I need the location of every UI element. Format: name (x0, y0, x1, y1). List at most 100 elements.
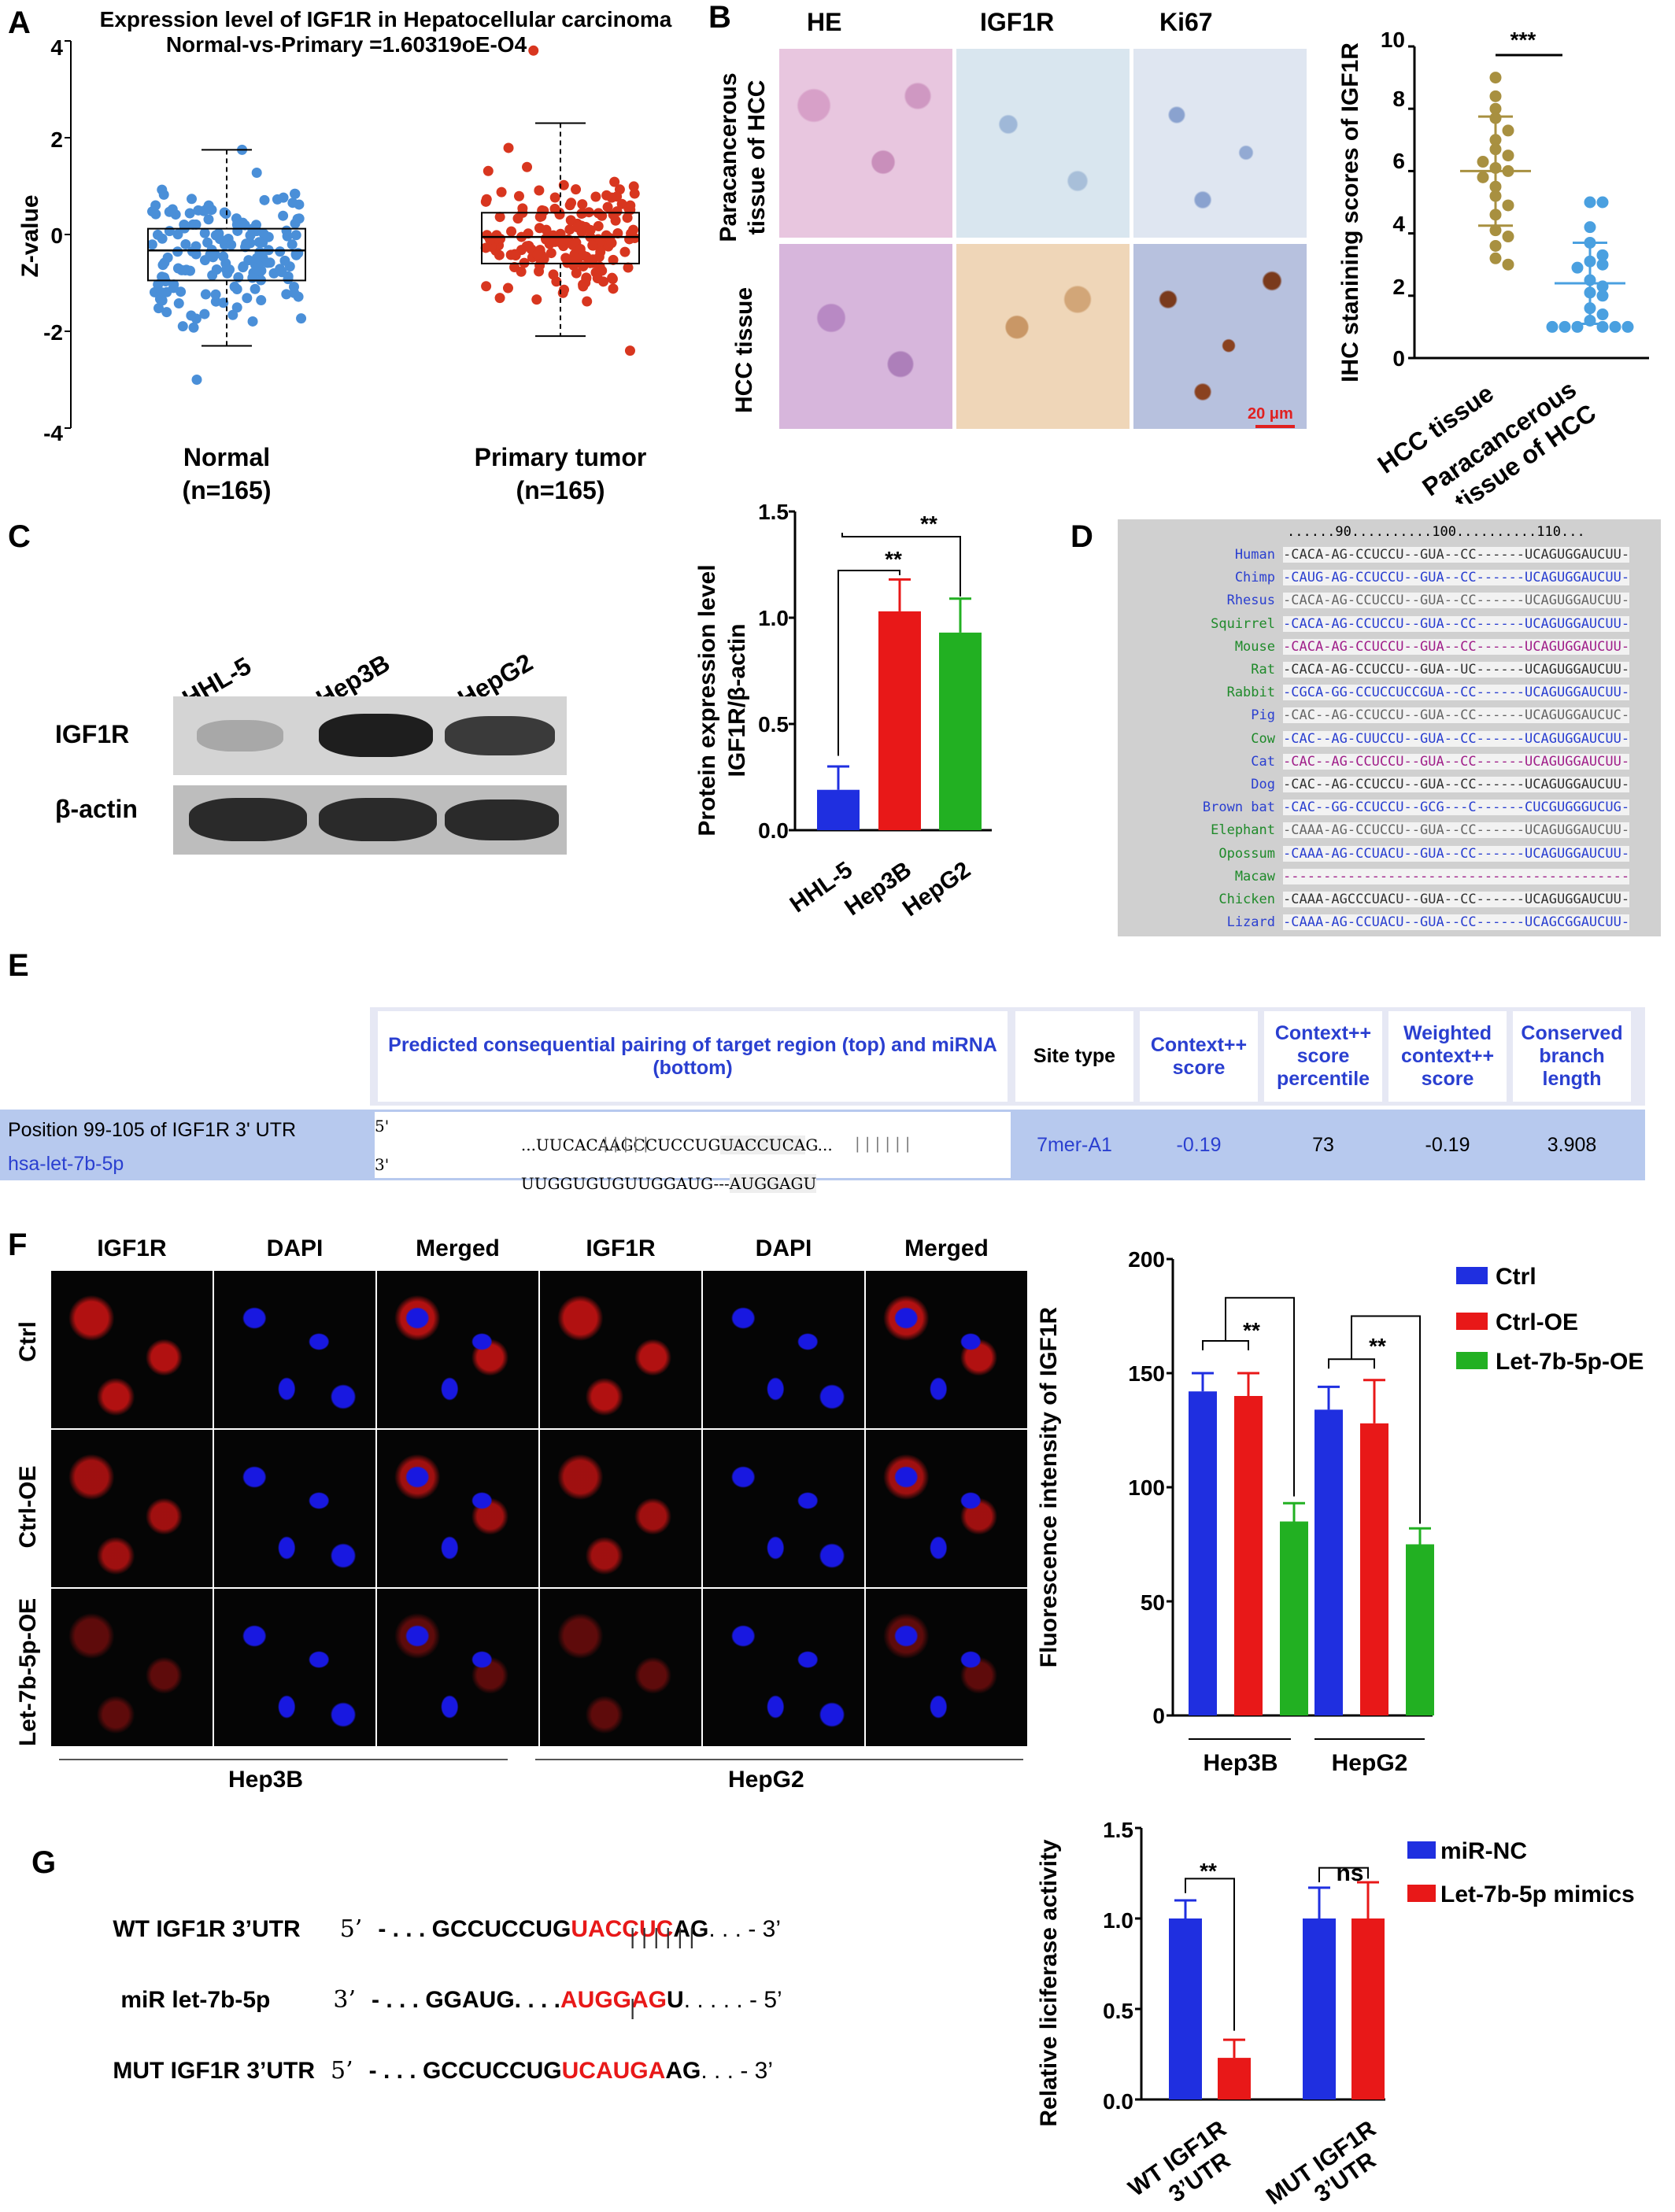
mut-end: . . . - 3’ (701, 2058, 773, 2084)
data-point (1571, 261, 1584, 274)
panel-letter-g: G (31, 1845, 57, 1880)
data-point (1609, 320, 1621, 333)
data-point (1621, 320, 1634, 333)
row-label-paracancerous-1: Paracancerous (715, 72, 741, 242)
if-column-header: DAPI (266, 1235, 324, 1261)
data-point (226, 239, 237, 250)
data-point (146, 239, 157, 250)
micrograph-ki67-paracancerous (1133, 49, 1307, 238)
data-point (1489, 72, 1502, 84)
if-image (866, 1589, 1027, 1746)
pairing-cell: 5' 3' ...UUCACAAGCCUCCUGUACCUCAG... ||||… (375, 1112, 1011, 1193)
if-column-header: IGF1R (586, 1235, 656, 1261)
data-point (601, 190, 612, 201)
header-site-type: Site type (1015, 1011, 1133, 1102)
panel-a: A Expression level of IGF1R in Hepatocel… (8, 6, 672, 504)
data-point (168, 279, 179, 290)
legend-swatch-ctrl-oe (1456, 1313, 1488, 1330)
data-point (1559, 320, 1571, 333)
data-point (157, 233, 168, 244)
band-label-igf1r: IGF1R (55, 720, 130, 748)
prime-5: 5' (375, 1117, 390, 1136)
panel-letter-f: F (8, 1228, 28, 1262)
y-tick: 0 (50, 223, 63, 248)
data-point (1489, 102, 1502, 115)
data-point (167, 204, 178, 215)
scale-bar (1255, 425, 1295, 428)
band-label-actin: β-actin (55, 795, 138, 823)
data-point (227, 309, 238, 320)
header-pairing: Predicted consequential pairing of targe… (378, 1011, 1008, 1102)
mut-seq-suffix: AG (665, 2058, 701, 2084)
y-tick: 6 (1392, 149, 1405, 173)
row-label-paracancerous-2: tissue of HCC (744, 80, 770, 235)
data-point (582, 296, 593, 307)
data-point (587, 240, 598, 251)
mi-seq-suffix: U (667, 1987, 684, 2013)
mut-seed: UCAUGA (561, 2058, 666, 2084)
species-sequence: -CACA-AG-CCUCCU--GUA--CC------UCAGUGGAUC… (1283, 547, 1630, 563)
cell-branch: 3.908 (1547, 1133, 1597, 1156)
data-point (559, 284, 570, 295)
if-image (214, 1271, 375, 1428)
legend-swatch-mir-nc (1407, 1841, 1436, 1859)
data-point (516, 266, 527, 277)
y-tick: 100 (1128, 1475, 1165, 1500)
panel-f-row-labels: Ctrl Ctrl-OE Let-7b-5p-OE (15, 1321, 41, 1746)
wt-utr-row: WT IGF1R 3’UTR 5’ - . . . GCCUCCUGUACCUCAG… (87, 1889, 781, 1970)
data-point (199, 308, 210, 319)
data-point (1502, 258, 1514, 271)
cell-context: -0.19 (1176, 1133, 1222, 1156)
data-point (191, 375, 202, 385)
data-point (528, 45, 539, 56)
data-point (549, 192, 560, 203)
micrograph-igf1r-hcc (956, 244, 1130, 429)
sig-marker: *** (1510, 28, 1536, 52)
panel-g: G WT IGF1R 3’UTR 5’ - . . . GCCUCCUGUACCUC… (0, 1802, 1675, 2211)
data-point (283, 274, 294, 285)
bar (1189, 1391, 1217, 1715)
utr-seq: ...UUCACAAGCCUCCUG (520, 1136, 721, 1154)
y-tick: 4 (1392, 212, 1405, 236)
alignment-row: Chimp -CAUG-AG-CCUCCU--GUA--CC------UCAGU… (1118, 568, 1661, 590)
alignment-row: Rabbit -CGCA-GG-CCUCCUCCGUA--CC------UCAG… (1118, 683, 1661, 705)
y-tick: 1.5 (1103, 1818, 1133, 1842)
y-tick: 200 (1128, 1247, 1165, 1272)
data-point (509, 249, 520, 260)
sig-bracket (841, 533, 961, 596)
column-header-igf1r: IGF1R (980, 8, 1055, 36)
y-tick: 0 (1152, 1704, 1165, 1728)
species-sequence: -CACA-AG-CCUCCU--GUA--UC------UCAGUGGAUC… (1283, 662, 1630, 678)
data-point (219, 207, 230, 218)
sig-marker: ** (920, 511, 937, 536)
y-tick: 1.0 (758, 606, 789, 630)
data-point (581, 273, 592, 284)
if-image (866, 1271, 1027, 1428)
data-point (203, 214, 214, 225)
panel-a-subtitle: Normal-vs-Primary =1.60319oE-O4 (166, 32, 527, 57)
data-point (210, 289, 221, 300)
data-point (276, 267, 287, 278)
alignment-row: Rat -CACA-AG-CCUCCU--GUA--UC------UCAGUGG… (1118, 660, 1661, 682)
species-sequence: -CAAA-AG-CCUCCU--GUA--CC------UCAGUGGAUC… (1283, 822, 1630, 839)
data-point (571, 268, 582, 279)
data-point (272, 194, 283, 205)
data-point (279, 255, 290, 266)
data-point (484, 234, 495, 245)
legend-label-ctrl-oe: Ctrl-OE (1496, 1309, 1578, 1335)
if-image (51, 1271, 213, 1428)
data-point (496, 186, 507, 198)
y-tick: 4 (50, 35, 63, 60)
data-point (281, 289, 292, 300)
sig-marker: ** (1369, 1334, 1386, 1358)
species-sequence: -CAAA-AG-CCUACU--GUA--CC------UCAGUGGAUC… (1283, 845, 1630, 862)
row-position: Position 99-105 of IGF1R 3' UTR (8, 1119, 297, 1141)
sig-bracket (1202, 1340, 1249, 1350)
data-point (173, 298, 184, 309)
data-point (247, 316, 258, 327)
alignment-row: Opossum -CAAA-AG-CCUACU--GUA--CC------UCA… (1118, 844, 1661, 866)
mirna-row: miR let-7b-5p 3’ - . . . GGAUG. . . .AUGGA… (94, 1959, 782, 2040)
alignment-row: Dog -CAC--AG-CCUCCU--GUA--CC------UCAGUGG… (1118, 775, 1661, 797)
legend: Ctrl Ctrl-OE Let-7b-5p-OE (1456, 1264, 1644, 1375)
cell-site-type: 7mer-A1 (1037, 1133, 1112, 1156)
